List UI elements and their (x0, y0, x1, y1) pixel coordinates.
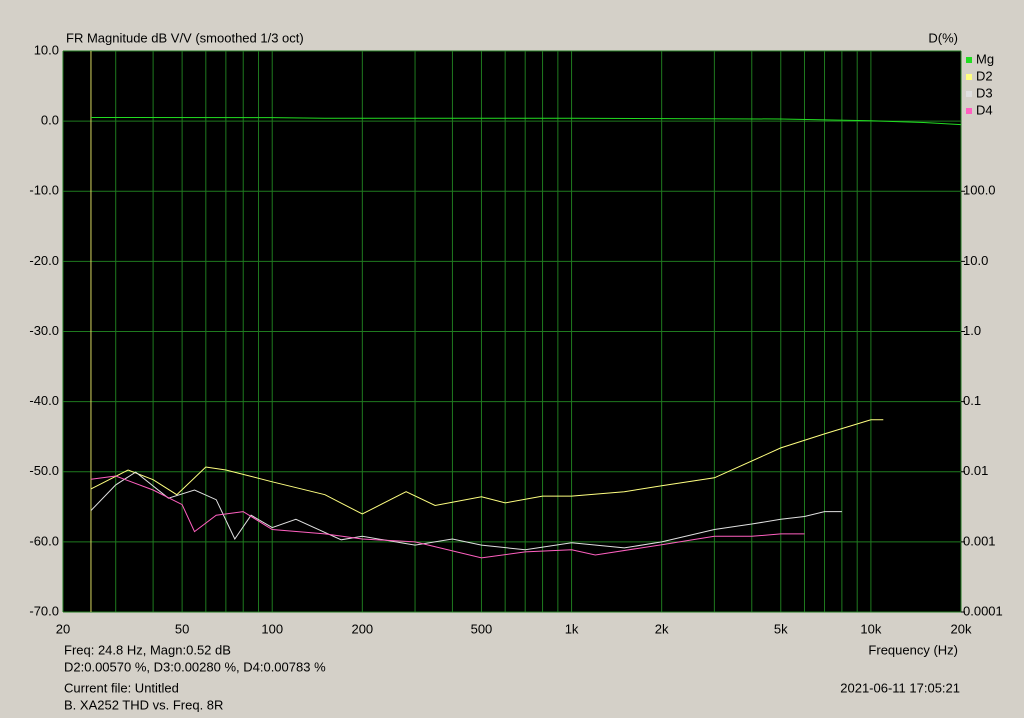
x-tick-label: 50 (175, 621, 189, 636)
annotation: Freq: 24.8 Hz, Magn:0.52 dB (64, 642, 231, 657)
series-line (90, 475, 805, 559)
legend-label: D2 (976, 68, 993, 83)
legend-swatch (966, 91, 972, 97)
series-line (90, 419, 884, 515)
x-tick-label: 1k (565, 621, 579, 636)
x-tick-label: 100 (261, 621, 283, 636)
x-tick-label: 20k (951, 621, 972, 636)
y-tick-label: -30.0 (29, 323, 59, 338)
y-tick-label: -10.0 (29, 183, 59, 198)
legend-swatch (966, 108, 972, 114)
x-tick-label: 10k (860, 621, 881, 636)
annotation: 2021-06-11 17:05:21 (840, 680, 960, 695)
x-tick-label: 2k (655, 621, 669, 636)
x-tick-label: 5k (774, 621, 788, 636)
y2-tick-label: 0.01 (963, 463, 988, 478)
series-line (90, 117, 962, 126)
x-axis-label: Frequency (Hz) (868, 642, 958, 657)
legend-label: D3 (976, 85, 993, 100)
annotation: D2:0.00570 %, D3:0.00280 %, D4:0.00783 % (64, 659, 326, 674)
y2-tick-label: 10.0 (963, 253, 988, 268)
y2-tick-label: 0.1 (963, 393, 981, 408)
y2-tick-label: 100.0 (963, 183, 996, 198)
x-tick-label: 500 (471, 621, 493, 636)
series-line (90, 471, 842, 551)
y-tick-label: -50.0 (29, 463, 59, 478)
y-tick-label: -70.0 (29, 603, 59, 618)
annotation: B. XA252 THD vs. Freq. 8R (64, 697, 223, 712)
x-tick-label: 200 (351, 621, 373, 636)
y-tick-label: -60.0 (29, 533, 59, 548)
y2-axis-label: D(%) (928, 30, 958, 45)
legend-swatch (966, 57, 972, 63)
y2-tick-label: 0.0001 (963, 603, 1003, 618)
y2-tick-label: 0.001 (963, 533, 996, 548)
y-tick-label: 10.0 (34, 42, 59, 57)
y2-tick-label: 1.0 (963, 323, 981, 338)
annotation: Current file: Untitled (64, 680, 179, 695)
y-tick-label: -20.0 (29, 253, 59, 268)
y-tick-label: 0.0 (41, 113, 59, 128)
legend-label: Mg (976, 51, 994, 66)
y-tick-label: -40.0 (29, 393, 59, 408)
legend-label: D4 (976, 102, 993, 117)
chart-title: FR Magnitude dB V/V (smoothed 1/3 oct) (66, 30, 304, 45)
legend-swatch (966, 74, 972, 80)
x-tick-label: 20 (56, 621, 70, 636)
